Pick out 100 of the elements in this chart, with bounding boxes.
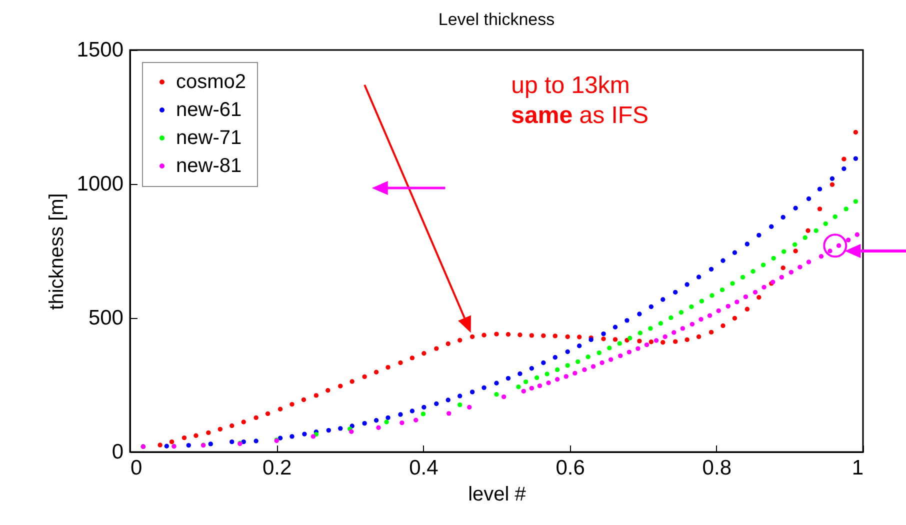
point	[458, 402, 462, 408]
point	[230, 423, 234, 428]
point	[720, 288, 725, 292]
point	[506, 332, 511, 337]
point	[696, 334, 702, 340]
point	[752, 290, 758, 295]
point	[422, 351, 426, 356]
point	[844, 206, 848, 212]
point	[400, 420, 404, 426]
point	[673, 290, 678, 295]
point	[554, 377, 560, 382]
x-tick-label: 0.4	[409, 456, 439, 480]
y-tick-label: 500	[88, 306, 124, 330]
point	[194, 433, 198, 438]
point	[710, 293, 714, 298]
x-tick-label: 1	[852, 456, 864, 480]
point	[779, 274, 784, 280]
point	[817, 186, 822, 192]
point	[740, 274, 746, 280]
point	[648, 340, 654, 344]
point	[420, 412, 426, 416]
point	[552, 355, 558, 360]
point	[720, 258, 726, 263]
point	[458, 394, 462, 398]
x-tick-label: 0.6	[556, 456, 585, 480]
point	[596, 350, 602, 356]
point	[696, 274, 702, 280]
point	[673, 339, 678, 344]
point	[668, 315, 674, 320]
point	[842, 166, 846, 172]
point	[338, 384, 343, 388]
point	[732, 250, 738, 255]
point	[516, 384, 521, 390]
point	[350, 379, 354, 384]
point	[565, 349, 570, 354]
point	[362, 374, 367, 380]
y-tick-label: 0	[112, 440, 124, 464]
point	[637, 312, 642, 316]
x-tick-label: 0	[130, 456, 142, 480]
point	[771, 256, 776, 261]
point	[386, 415, 390, 420]
y-axis-title: thickness [m]	[46, 193, 68, 310]
legend-label: new-61	[176, 99, 242, 121]
point	[494, 380, 499, 386]
point	[662, 334, 668, 340]
point	[638, 330, 643, 336]
point	[501, 394, 506, 400]
point	[302, 432, 307, 436]
point	[756, 295, 762, 300]
point	[654, 338, 659, 343]
point	[684, 282, 690, 287]
point	[814, 228, 818, 233]
point	[494, 392, 499, 397]
point	[672, 330, 676, 335]
point	[482, 332, 486, 338]
point	[601, 331, 606, 336]
point	[734, 300, 740, 304]
y-tick-label: 1000	[76, 172, 124, 196]
point	[186, 442, 191, 448]
point	[541, 333, 546, 338]
point	[716, 308, 721, 314]
point	[414, 418, 418, 422]
point	[793, 248, 798, 254]
point	[576, 344, 582, 348]
point	[612, 337, 618, 342]
point	[278, 436, 283, 440]
point	[446, 398, 450, 402]
point	[823, 221, 828, 226]
point	[529, 366, 534, 371]
point	[637, 338, 642, 344]
point	[482, 385, 486, 390]
point	[290, 402, 294, 407]
point	[836, 243, 842, 248]
x-tick-label: 0.2	[262, 456, 292, 480]
point	[470, 334, 475, 340]
point	[690, 322, 695, 327]
x-tick-label: 0.8	[702, 456, 732, 480]
point	[730, 281, 735, 286]
point	[470, 390, 475, 394]
point	[678, 310, 684, 315]
point	[608, 357, 614, 362]
point	[565, 334, 570, 340]
point	[537, 383, 542, 388]
point	[208, 442, 213, 446]
point	[422, 404, 426, 410]
point	[626, 350, 632, 354]
point	[523, 379, 528, 384]
point	[374, 370, 379, 374]
point	[541, 360, 546, 366]
point	[529, 333, 534, 338]
legend-label: new-81	[176, 155, 242, 177]
point	[458, 338, 462, 343]
point	[326, 388, 330, 393]
point	[853, 130, 858, 135]
point	[410, 356, 415, 360]
point	[169, 439, 174, 444]
point	[781, 249, 786, 254]
point	[534, 375, 540, 380]
point	[398, 412, 403, 417]
point	[349, 429, 354, 434]
